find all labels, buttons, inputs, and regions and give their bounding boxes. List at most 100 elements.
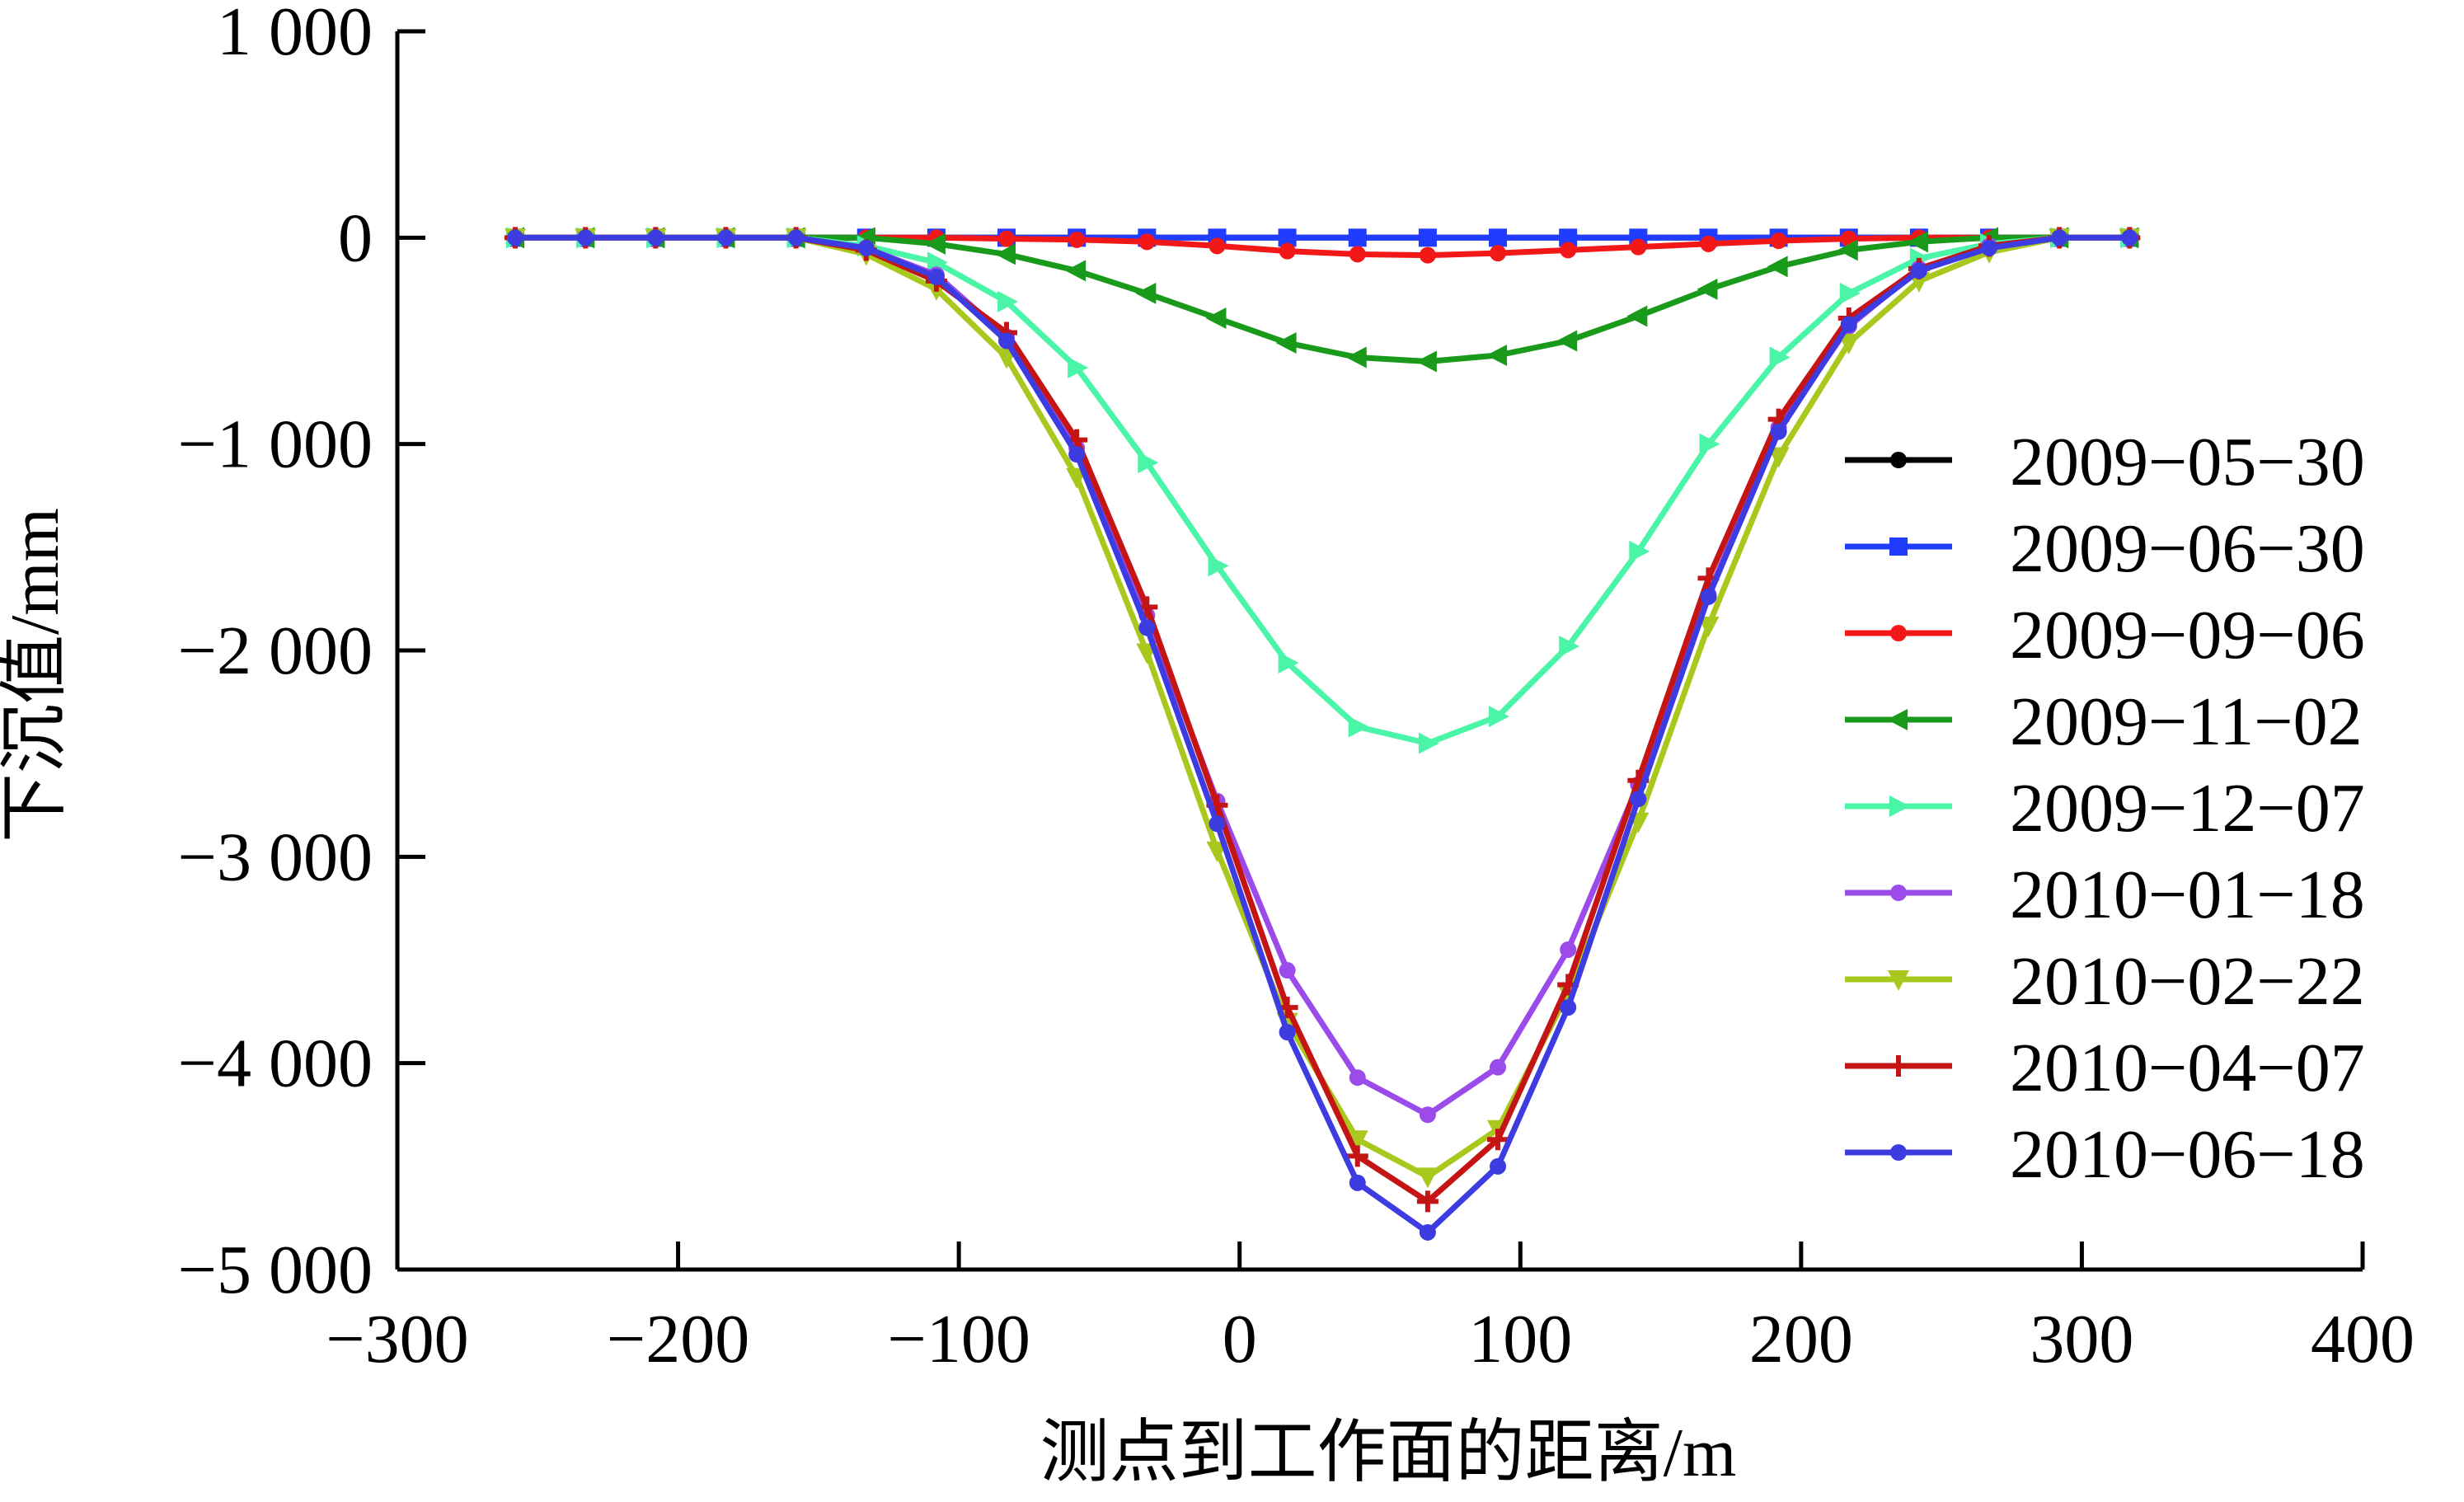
- data-point: [997, 290, 1019, 312]
- data-point: [1275, 332, 1297, 354]
- series-line: [515, 234, 2130, 1118]
- legend-marker: [1889, 537, 1908, 556]
- data-point: [1630, 238, 1647, 256]
- legend-marker: [1890, 625, 1907, 641]
- data-point: [1415, 350, 1437, 373]
- data-point: [2121, 229, 2138, 246]
- data-point: [1346, 1145, 1368, 1167]
- y-tick-label: −1 000: [178, 406, 373, 483]
- legend-item: 2010−04−07: [1845, 1030, 2365, 1106]
- data-point: [1767, 256, 1788, 278]
- data-point: [1697, 278, 1718, 300]
- data-point: [998, 332, 1016, 350]
- legend-item: 2010−06−18: [1845, 1116, 2365, 1193]
- y-tick-label: −2 000: [178, 613, 373, 689]
- data-point: [1135, 282, 1157, 304]
- data-point: [995, 243, 1016, 265]
- data-point: [1349, 246, 1366, 263]
- series-9: [507, 229, 2138, 1241]
- series-layer: [504, 227, 2142, 1241]
- data-point: [1279, 1024, 1296, 1041]
- data-point: [2051, 229, 2068, 246]
- data-point: [1065, 260, 1087, 282]
- data-point: [577, 229, 594, 246]
- data-point: [1487, 1129, 1509, 1151]
- data-point: [1419, 1223, 1436, 1241]
- series-line: [515, 234, 2130, 1236]
- data-point: [1907, 231, 1928, 253]
- data-point: [1346, 1130, 1368, 1152]
- legend-item: 2010−02−22: [1845, 943, 2365, 1020]
- data-point: [1560, 242, 1577, 259]
- legend-label: 2009−12−07: [2010, 770, 2365, 847]
- data-point: [787, 229, 805, 246]
- legend-item: 2009−05−30: [1845, 424, 2365, 500]
- data-point: [1559, 635, 1580, 657]
- axis-titles: 测点到工作面的距离/m 下沉值/mm: [0, 508, 1736, 1491]
- data-point: [1138, 233, 1156, 251]
- data-point: [1560, 941, 1577, 958]
- x-tick-label: 200: [1749, 1301, 1853, 1378]
- data-point: [1700, 235, 1717, 252]
- data-point: [1418, 228, 1437, 247]
- data-point: [1419, 1106, 1436, 1124]
- legend-marker: [1890, 452, 1907, 468]
- y-tick-label: −5 000: [178, 1232, 373, 1308]
- legend-label: 2009−06−30: [2010, 510, 2365, 587]
- data-point: [927, 268, 945, 285]
- data-point: [1068, 357, 1089, 379]
- data-point: [1556, 330, 1578, 352]
- data-point: [1209, 815, 1226, 833]
- data-point: [1279, 242, 1296, 260]
- data-point: [1981, 239, 1998, 256]
- data-point: [647, 229, 664, 246]
- data-point: [1416, 1190, 1439, 1213]
- data-point: [1489, 228, 1508, 247]
- data-point: [1767, 447, 1790, 468]
- data-point: [1629, 540, 1650, 562]
- legend: 2009−05−30 2009−06−30 2009−09−06 2009−11−02…: [1845, 424, 2365, 1193]
- x-tick-label: 300: [2030, 1301, 2133, 1378]
- series-6: [507, 229, 2138, 1124]
- data-point: [1490, 1058, 1507, 1076]
- data-point: [1626, 305, 1648, 327]
- data-point: [1416, 1167, 1439, 1189]
- legend-label: 2010−06−18: [2010, 1116, 2365, 1193]
- data-point: [1068, 231, 1086, 248]
- data-point: [1349, 1069, 1366, 1087]
- data-point: [717, 229, 735, 246]
- legend-label: 2009−09−06: [2010, 597, 2365, 674]
- legend-marker: [1890, 885, 1907, 901]
- y-tick-label: 1 000: [217, 0, 373, 70]
- x-tick-label: 0: [1223, 1301, 1257, 1378]
- data-point: [1489, 706, 1510, 728]
- data-point: [1068, 446, 1086, 463]
- data-point: [1630, 791, 1647, 808]
- series-5: [506, 227, 2142, 754]
- y-axis-title: 下沉值/mm: [0, 508, 73, 843]
- x-tick-label: −200: [607, 1301, 749, 1378]
- data-point: [1910, 262, 1927, 279]
- x-tick-label: −300: [326, 1301, 468, 1378]
- y-tick-label: −3 000: [178, 819, 373, 895]
- data-point: [998, 230, 1016, 247]
- data-point: [1697, 616, 1720, 637]
- data-point: [1840, 316, 1857, 333]
- data-point: [1490, 1157, 1507, 1175]
- data-point: [1209, 237, 1226, 255]
- data-point: [1348, 716, 1369, 738]
- series-line: [515, 234, 2130, 1180]
- legend-label: 2010−04−07: [2010, 1030, 2365, 1106]
- data-point: [1349, 1174, 1366, 1191]
- legend-item: 2009−12−07: [1845, 770, 2365, 847]
- x-axis-title: 测点到工作面的距离/m: [1040, 1415, 1737, 1491]
- series-4: [504, 227, 2139, 373]
- legend-marker: [1890, 1144, 1907, 1161]
- legend-item: 2010−01−18: [1845, 857, 2365, 933]
- data-point: [1205, 307, 1227, 329]
- legend-marker: [1888, 970, 1909, 991]
- series-7: [505, 228, 2141, 1189]
- data-point: [1278, 652, 1299, 674]
- series-line: [515, 234, 2130, 364]
